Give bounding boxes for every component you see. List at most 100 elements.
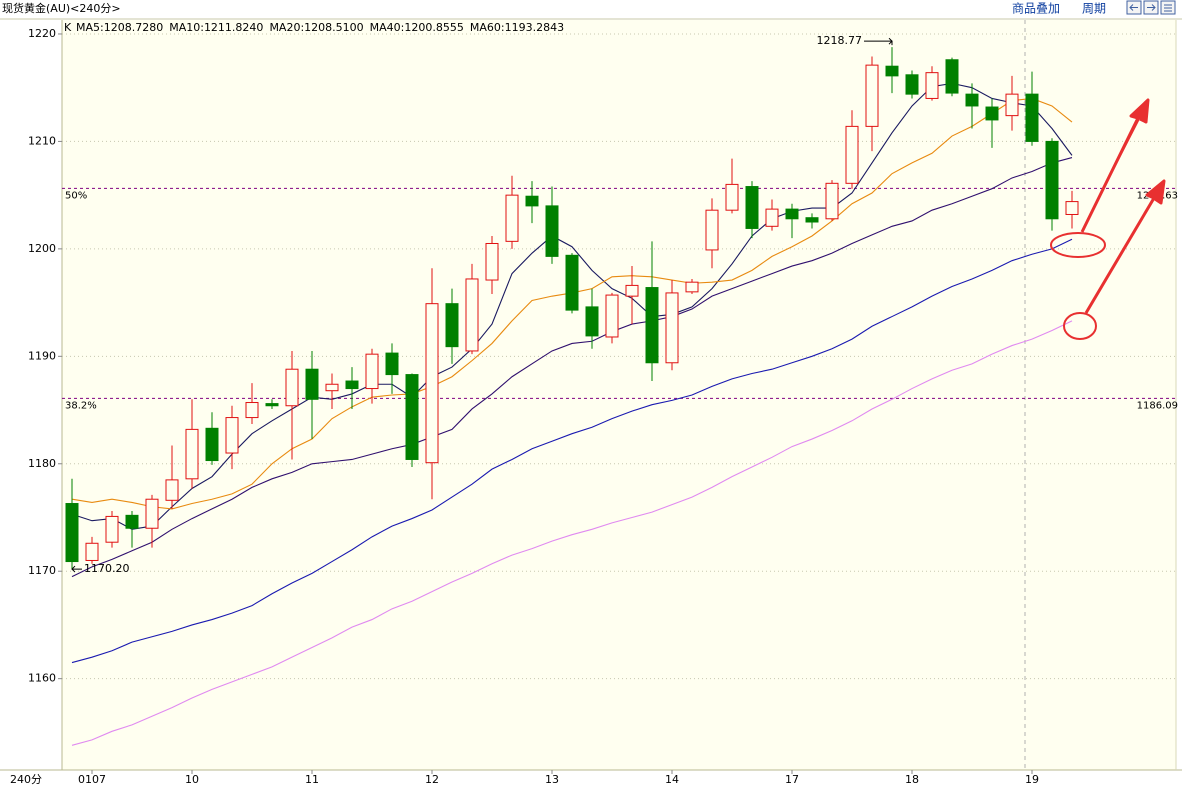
extreme-pointer: [864, 37, 893, 46]
candle-body: [285, 368, 299, 407]
candle-body: [165, 479, 179, 501]
candle-body: [345, 380, 359, 390]
candle-body: [1065, 201, 1079, 215]
candle-body: [505, 194, 519, 242]
candle-body: [765, 208, 779, 227]
candle-body: [385, 352, 399, 376]
level-name: 50%: [65, 190, 87, 201]
x-tick-label: 17: [785, 773, 799, 786]
candle-body: [825, 182, 839, 220]
level-name: 38.2%: [65, 400, 97, 411]
candle-body: [425, 303, 439, 464]
icon-left-glyph: [1129, 4, 1138, 11]
annotation-ellipse: [1050, 232, 1106, 258]
ma-line: [71, 320, 1073, 746]
candle-body: [625, 284, 639, 297]
candle-body: [305, 368, 319, 400]
y-tick-label: 1200: [28, 242, 56, 255]
toolbar-button[interactable]: 商品叠加: [1012, 1, 1060, 16]
toolbar-button[interactable]: 周期: [1082, 2, 1106, 16]
candle-body: [1005, 93, 1019, 117]
marks: 1160 1170 1180 1190 1200 1210 1220 0107 10 11 12 13…: [28, 21, 1178, 786]
x-tick-label: 13: [545, 773, 559, 786]
y-tick-label: 1220: [28, 27, 56, 40]
candle-body: [105, 515, 119, 543]
ma-line: [71, 157, 1073, 578]
ma-line: [71, 82, 1073, 530]
candle-body: [1025, 93, 1039, 142]
period-label: 240分: [10, 773, 42, 786]
x-tick-label: 18: [905, 773, 919, 786]
candle-body: [885, 65, 899, 77]
candle-body: [865, 64, 879, 127]
candle-body: [225, 417, 239, 454]
candle-body: [465, 278, 479, 352]
candle-body: [745, 186, 759, 229]
candle-body: [925, 72, 939, 99]
icon-layout-glyph: [1164, 4, 1172, 12]
candle-body: [545, 205, 559, 257]
candle-body: [685, 281, 699, 293]
legend-entry: MA5:1208.7280: [76, 21, 163, 34]
candle-body: [325, 383, 339, 392]
candle-body: [905, 74, 919, 95]
ma-lines: [71, 82, 1073, 746]
candle-body: [645, 287, 659, 364]
candle-body: [485, 242, 499, 281]
candle-body: [185, 428, 199, 480]
legend-entry: MA60:1193.2843: [470, 21, 564, 34]
x-tick-label: 12: [425, 773, 439, 786]
annotation-ellipse: [1063, 312, 1097, 340]
candle-body: [705, 209, 719, 251]
y-tick-label: 1170: [28, 564, 56, 577]
candle-body: [65, 503, 79, 563]
chart-title: 现货黄金(AU)<240分>: [2, 1, 121, 15]
annotation-drawing: [1050, 98, 1166, 340]
candle-body: [565, 254, 579, 311]
candle-body: [785, 208, 799, 220]
candle-body: [125, 514, 139, 529]
x-tick-label: 0107: [78, 773, 106, 786]
y-tick-label: 1190: [28, 349, 56, 362]
candle-body: [965, 93, 979, 107]
candle-body: [585, 306, 599, 337]
candle-body: [725, 183, 739, 211]
annotation-arrow: [1084, 179, 1166, 314]
candle-body: [245, 402, 259, 419]
icon-right-glyph: [1147, 4, 1156, 11]
candle-body: [405, 374, 419, 460]
candle-body: [85, 542, 99, 561]
x-tick-label: 10: [185, 773, 199, 786]
x-tick-label: 19: [1025, 773, 1039, 786]
candle-body: [665, 292, 679, 364]
candle-body: [145, 498, 159, 529]
candle-body: [525, 195, 539, 207]
candle-body: [845, 125, 859, 184]
x-tick-label: 11: [305, 773, 319, 786]
ma-line: [71, 238, 1073, 664]
candle-body: [1045, 140, 1059, 220]
annotation-arrow: [1080, 98, 1150, 233]
legend-entry: MA20:1208.5100: [269, 21, 363, 34]
candle-body: [985, 106, 999, 121]
y-tick-label: 1160: [28, 672, 56, 685]
candle-body: [605, 294, 619, 338]
legend-entry: MA10:1211.8240: [169, 21, 263, 34]
extreme-label: 1218.77: [817, 34, 863, 47]
nav-icons: [1126, 0, 1176, 15]
candle-body: [805, 217, 819, 223]
extreme-pointer: [71, 565, 82, 573]
candle-body: [365, 353, 379, 390]
y-tick-label: 1210: [28, 134, 56, 147]
candle-body: [265, 403, 279, 407]
candle-body: [945, 59, 959, 94]
candle-body: [445, 303, 459, 348]
level-value: 1186.09: [1137, 400, 1178, 411]
extreme-label: 1170.20: [84, 562, 130, 575]
plot-area: [62, 20, 1176, 770]
x-tick-label: 14: [665, 773, 679, 786]
indicator-label: K: [64, 21, 72, 34]
candle-body: [205, 427, 219, 462]
y-tick-label: 1180: [28, 457, 56, 470]
legend-entry: MA40:1200.8555: [370, 21, 464, 34]
